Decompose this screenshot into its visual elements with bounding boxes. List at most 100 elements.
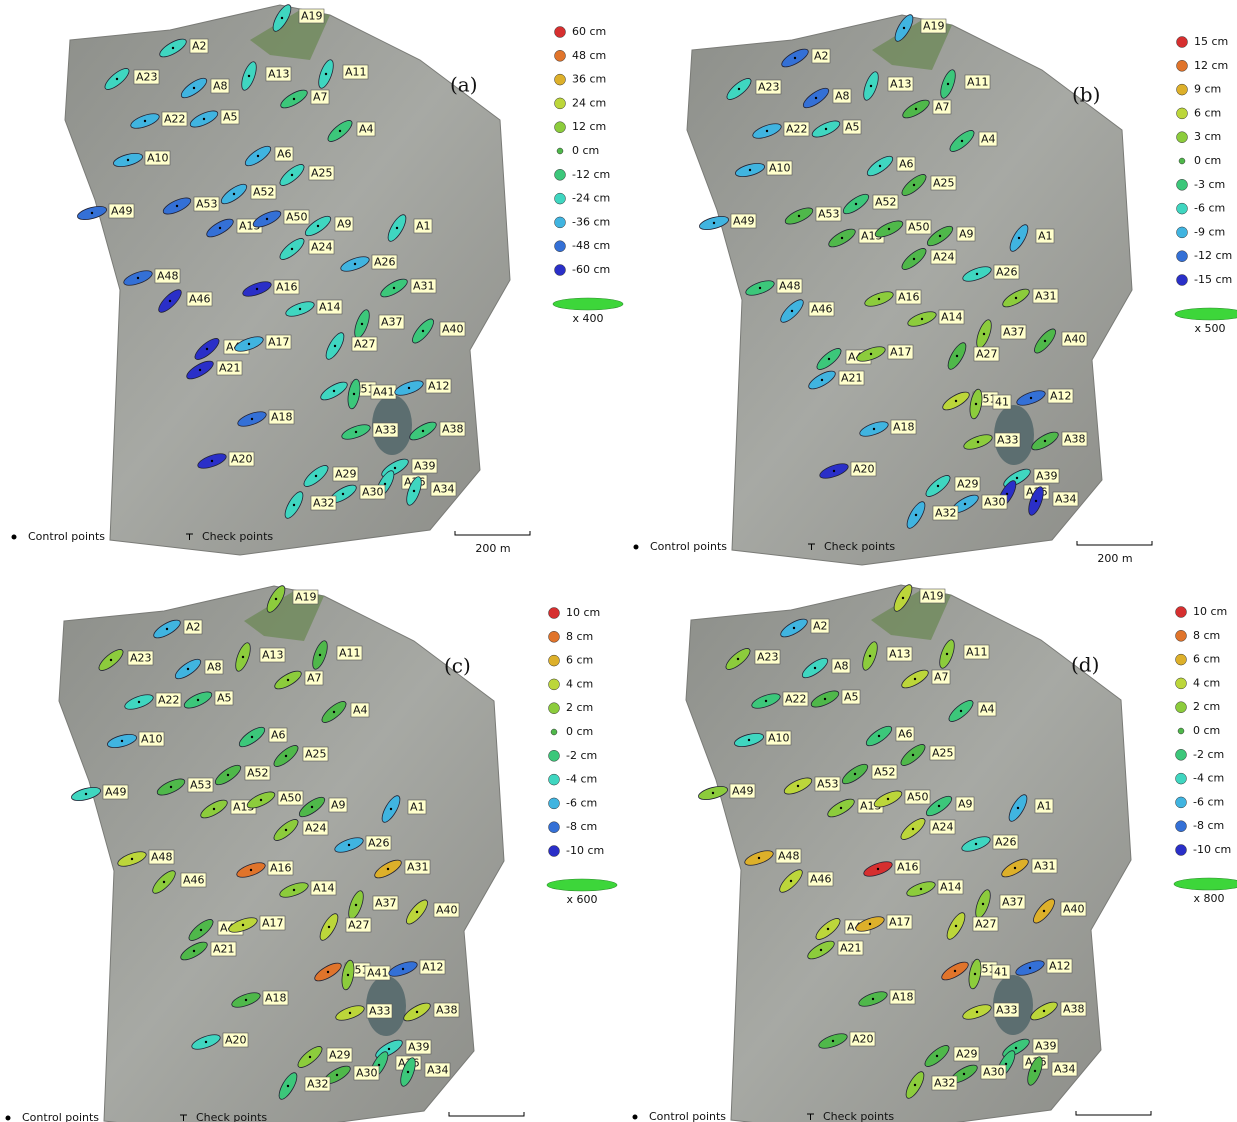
legend-swatch	[557, 148, 563, 154]
point-marker	[416, 911, 418, 913]
point-marker	[422, 430, 424, 432]
point-label: A20	[225, 1034, 247, 1047]
scale-bar	[1077, 541, 1152, 545]
point-label: A40	[1063, 903, 1085, 916]
point-marker	[976, 1011, 978, 1013]
point-label: A53	[190, 779, 212, 792]
point-label: A53	[196, 198, 218, 211]
point-label: A39	[408, 1041, 430, 1054]
point-label: A10	[768, 732, 790, 745]
point-marker	[878, 735, 880, 737]
legend-swatch	[1179, 158, 1185, 164]
point-marker	[285, 755, 287, 757]
point-label: A23	[757, 651, 779, 664]
scale-bar	[1076, 1111, 1151, 1115]
point-label: A13	[262, 649, 284, 662]
control-symbol	[634, 545, 639, 550]
point-label: A27	[348, 919, 370, 932]
point-label: A38	[436, 1004, 458, 1017]
point-label: A5	[217, 692, 232, 705]
point-marker	[794, 57, 796, 59]
legend-label: 0 cm	[1193, 724, 1220, 737]
point-label: 41	[995, 396, 1009, 409]
point-label: A32	[935, 507, 957, 520]
point-marker	[759, 287, 761, 289]
point-label: A18	[265, 992, 287, 1005]
point-marker	[287, 679, 289, 681]
point-label: A8	[834, 660, 849, 673]
point-marker	[1029, 967, 1031, 969]
point-label: A48	[157, 270, 179, 283]
point-label: A34	[1054, 1063, 1076, 1076]
point-marker	[955, 925, 957, 927]
point-marker	[396, 227, 398, 229]
point-marker	[791, 310, 793, 312]
point-label: A4	[359, 123, 374, 136]
map-image	[686, 585, 1131, 1122]
point-label: A13	[890, 78, 912, 91]
point-marker	[1015, 1047, 1017, 1049]
point-label: A41	[367, 967, 389, 980]
legend-swatch	[1176, 749, 1187, 760]
legend-swatch	[555, 122, 566, 133]
point-label: A52	[247, 767, 269, 780]
scale-factor: x 800	[1193, 892, 1224, 905]
point-label: A49	[105, 786, 127, 799]
point-marker	[828, 358, 830, 360]
point-label: A11	[966, 646, 988, 659]
legend-label: -15 cm	[1194, 273, 1232, 286]
legend-label: 0 cm	[572, 144, 599, 157]
point-marker	[200, 929, 202, 931]
legend-label: 3 cm	[1194, 130, 1221, 143]
point-label: A5	[844, 691, 859, 704]
point-label: A8	[207, 661, 222, 674]
point-marker	[281, 17, 283, 19]
point-label: A52	[253, 186, 275, 199]
legend-label: -6 cm	[1193, 795, 1224, 808]
scale-factor: x 400	[572, 312, 603, 325]
point-marker	[339, 130, 341, 132]
point-marker	[138, 701, 140, 703]
point-marker	[1014, 867, 1016, 869]
point-marker	[251, 418, 253, 420]
legend-swatch	[549, 608, 560, 619]
point-label: A29	[957, 478, 979, 491]
point-marker	[325, 73, 327, 75]
point-marker	[293, 98, 295, 100]
legend-label: 36 cm	[572, 73, 606, 86]
point-marker	[879, 165, 881, 167]
legend-swatch	[549, 774, 560, 785]
point-label: A1	[1038, 230, 1053, 243]
point-label: A26	[995, 836, 1017, 849]
point-marker	[251, 736, 253, 738]
point-label: A2	[192, 40, 207, 53]
legend-swatch	[549, 750, 560, 761]
point-marker	[333, 390, 335, 392]
point-label: A39	[414, 460, 436, 473]
point-label: A52	[875, 196, 897, 209]
point-marker	[963, 1073, 965, 1075]
panel-letter: (c)	[444, 654, 471, 678]
point-marker	[765, 700, 767, 702]
point-marker	[1015, 297, 1017, 299]
point-marker	[317, 225, 319, 227]
legend-swatch	[1177, 251, 1188, 262]
point-label: A13	[268, 68, 290, 81]
point-marker	[169, 300, 171, 302]
point-marker	[127, 159, 129, 161]
point-label: A22	[785, 693, 807, 706]
legend-label: -24 cm	[572, 192, 610, 205]
point-label: A38	[442, 423, 464, 436]
legend-label: 12 cm	[1194, 59, 1228, 72]
point-marker	[144, 120, 146, 122]
point-label: A7	[935, 101, 950, 114]
point-marker	[840, 807, 842, 809]
point-marker	[821, 379, 823, 381]
scale-ellipse	[1174, 878, 1237, 890]
point-marker	[758, 857, 760, 859]
point-marker	[361, 323, 363, 325]
point-marker	[163, 881, 165, 883]
legend-label: -48 cm	[572, 239, 610, 252]
point-marker	[91, 212, 93, 214]
panel: A19A2A23A8A13A11A7A22A5A4A10A6A25A52A49A…	[634, 12, 1237, 565]
